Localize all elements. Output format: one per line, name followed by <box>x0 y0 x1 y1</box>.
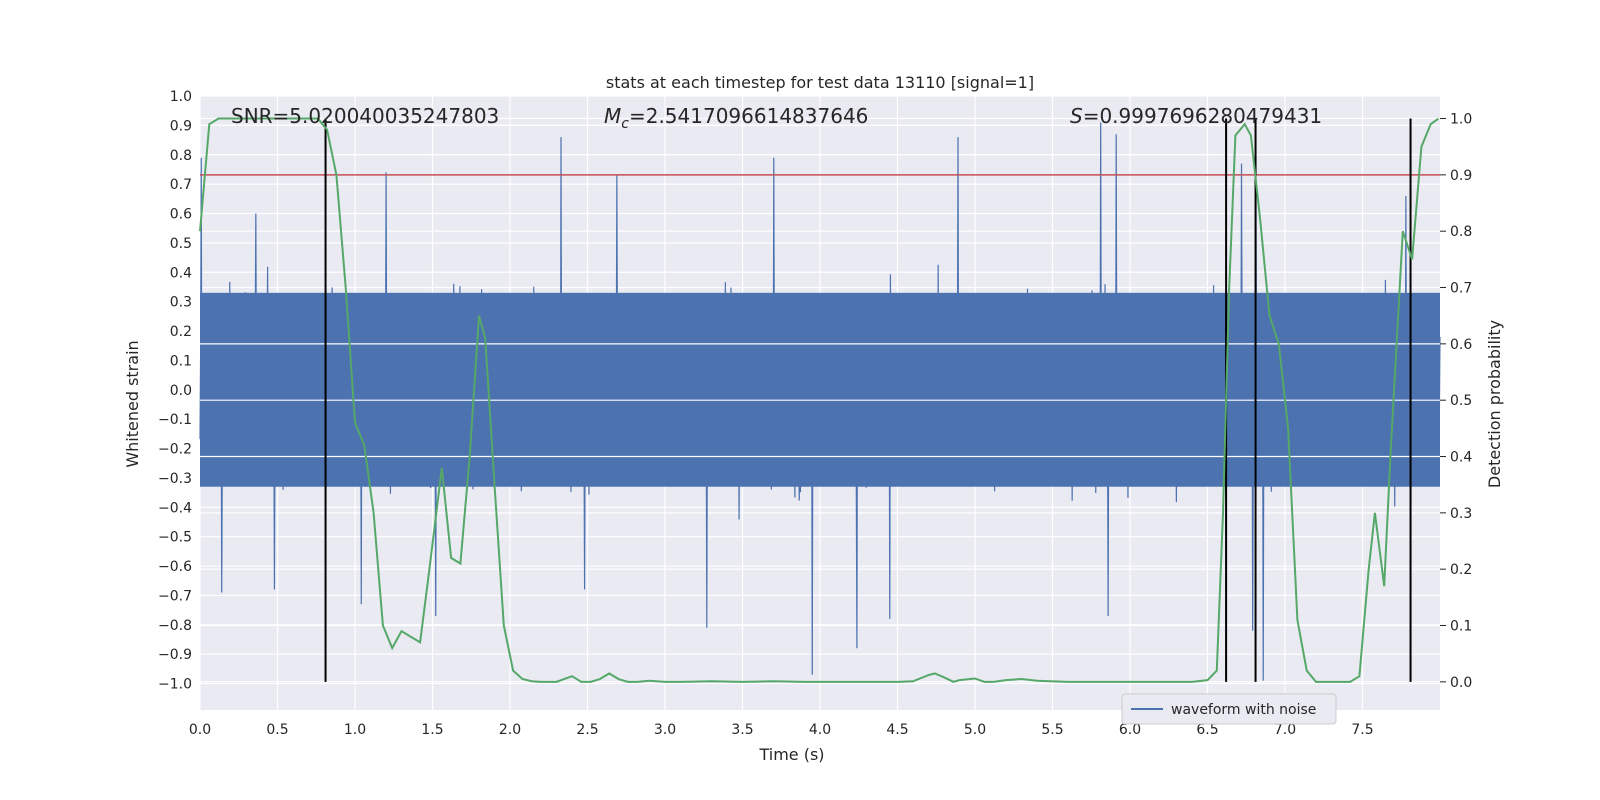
y-axis-label: Whitened strain <box>123 340 142 467</box>
y-tick-label: 0.2 <box>170 324 192 340</box>
waveform-core <box>200 292 1440 487</box>
y2-tick-label: 0.9 <box>1450 168 1472 184</box>
y-tick-label: −0.6 <box>158 559 192 575</box>
y-tick-labels: 1.0 0.9 0.8 0.7 0.6 0.5 0.4 0.3 0.2 0.1 0.0 −0.1 −0.… <box>158 89 192 693</box>
y2-tick-label: 0.2 <box>1450 562 1472 578</box>
y-tick-label: −0.7 <box>158 588 192 604</box>
legend: waveform with noise <box>1121 693 1337 725</box>
x-tick-label: 5.5 <box>1041 722 1063 738</box>
y-tick-label: −0.2 <box>158 442 192 458</box>
y-tick-label: −0.9 <box>158 647 192 663</box>
x-tick-label: 0.0 <box>189 722 211 738</box>
y2-axis-label: Detection probability <box>1485 320 1504 488</box>
y-tick-label: 1.0 <box>170 89 192 105</box>
x-tick-label: 2.0 <box>499 722 521 738</box>
y-tick-label: 0.4 <box>170 265 192 281</box>
y2-tick-label: 0.0 <box>1450 675 1472 691</box>
chirp-mass-subscript: c <box>621 116 629 132</box>
y-tick-label: 0.6 <box>170 207 192 223</box>
x-tick-label: 5.0 <box>964 722 986 738</box>
y-tick-label: 0.7 <box>170 177 192 193</box>
y-tick-label: −0.3 <box>158 471 192 487</box>
chart-title: stats at each timestep for test data 131… <box>606 73 1034 92</box>
score-symbol: S <box>1070 104 1083 128</box>
score-value: =0.9997696280479431 <box>1083 104 1322 128</box>
y2-tick-label: 0.4 <box>1450 450 1472 466</box>
chirp-mass-value: =2.5417096614837646 <box>629 104 868 128</box>
y2-tick-label: 0.5 <box>1450 393 1472 409</box>
y-tick-label: −0.5 <box>158 530 192 546</box>
x-tick-label: 6.0 <box>1119 722 1141 738</box>
x-tick-label: 1.5 <box>421 722 443 738</box>
x-tick-label: 4.5 <box>886 722 908 738</box>
x-tick-label: 3.5 <box>731 722 753 738</box>
y-tick-label: −0.4 <box>158 500 192 516</box>
y2-tick-label: 1.0 <box>1450 112 1472 128</box>
y2-tick-label: 0.3 <box>1450 506 1472 522</box>
y2-tick-label: 0.6 <box>1450 337 1472 353</box>
y-tick-label: 0.0 <box>170 383 192 399</box>
y-tick-label: 0.1 <box>170 353 192 369</box>
x-tick-label: 0.5 <box>266 722 288 738</box>
chirp-mass-annotation: Mc=2.5417096614837646 <box>604 104 868 132</box>
x-tick-labels: 0.0 0.5 1.0 1.5 2.0 2.5 3.0 3.5 4.0 4.5 5.0 5.5 6.0 6… <box>189 722 1374 738</box>
y-tick-label: 0.8 <box>170 148 192 164</box>
y2-tick-labels: 1.0 0.9 0.8 0.7 0.6 0.5 0.4 0.3 0.2 0.1 0.0 <box>1440 112 1472 691</box>
probability-series <box>199 117 1440 683</box>
y-tick-label: 0.9 <box>170 118 192 134</box>
x-tick-label: 7.0 <box>1274 722 1296 738</box>
y-tick-label: −0.1 <box>158 412 192 428</box>
y-tick-label: −0.8 <box>158 618 192 634</box>
legend-box <box>1121 693 1337 725</box>
x-tick-label: 3.0 <box>654 722 676 738</box>
x-tick-label: 6.5 <box>1196 722 1218 738</box>
x-axis-label: Time (s) <box>758 745 824 764</box>
x-tick-label: 2.5 <box>576 722 598 738</box>
x-tick-label: 4.0 <box>809 722 831 738</box>
probability-line <box>199 117 1440 683</box>
y-tick-label: 0.5 <box>170 236 192 252</box>
y2-tick-label: 0.7 <box>1450 281 1472 297</box>
x-tick-label: 1.0 <box>344 722 366 738</box>
snr-annotation: SNR=5.020040035247803 <box>231 104 499 128</box>
score-annotation: S=0.9997696280479431 <box>1070 104 1322 128</box>
y-tick-label: −1.0 <box>158 677 192 693</box>
y2-tick-label: 0.1 <box>1450 619 1472 635</box>
y2-tick-label: 0.8 <box>1450 224 1472 240</box>
y-tick-label: 0.3 <box>170 295 192 311</box>
legend-entry: waveform with noise <box>1171 702 1316 718</box>
chirp-mass-symbol: M <box>604 104 621 128</box>
waveform-series <box>199 122 1441 681</box>
x-tick-label: 7.5 <box>1351 722 1373 738</box>
